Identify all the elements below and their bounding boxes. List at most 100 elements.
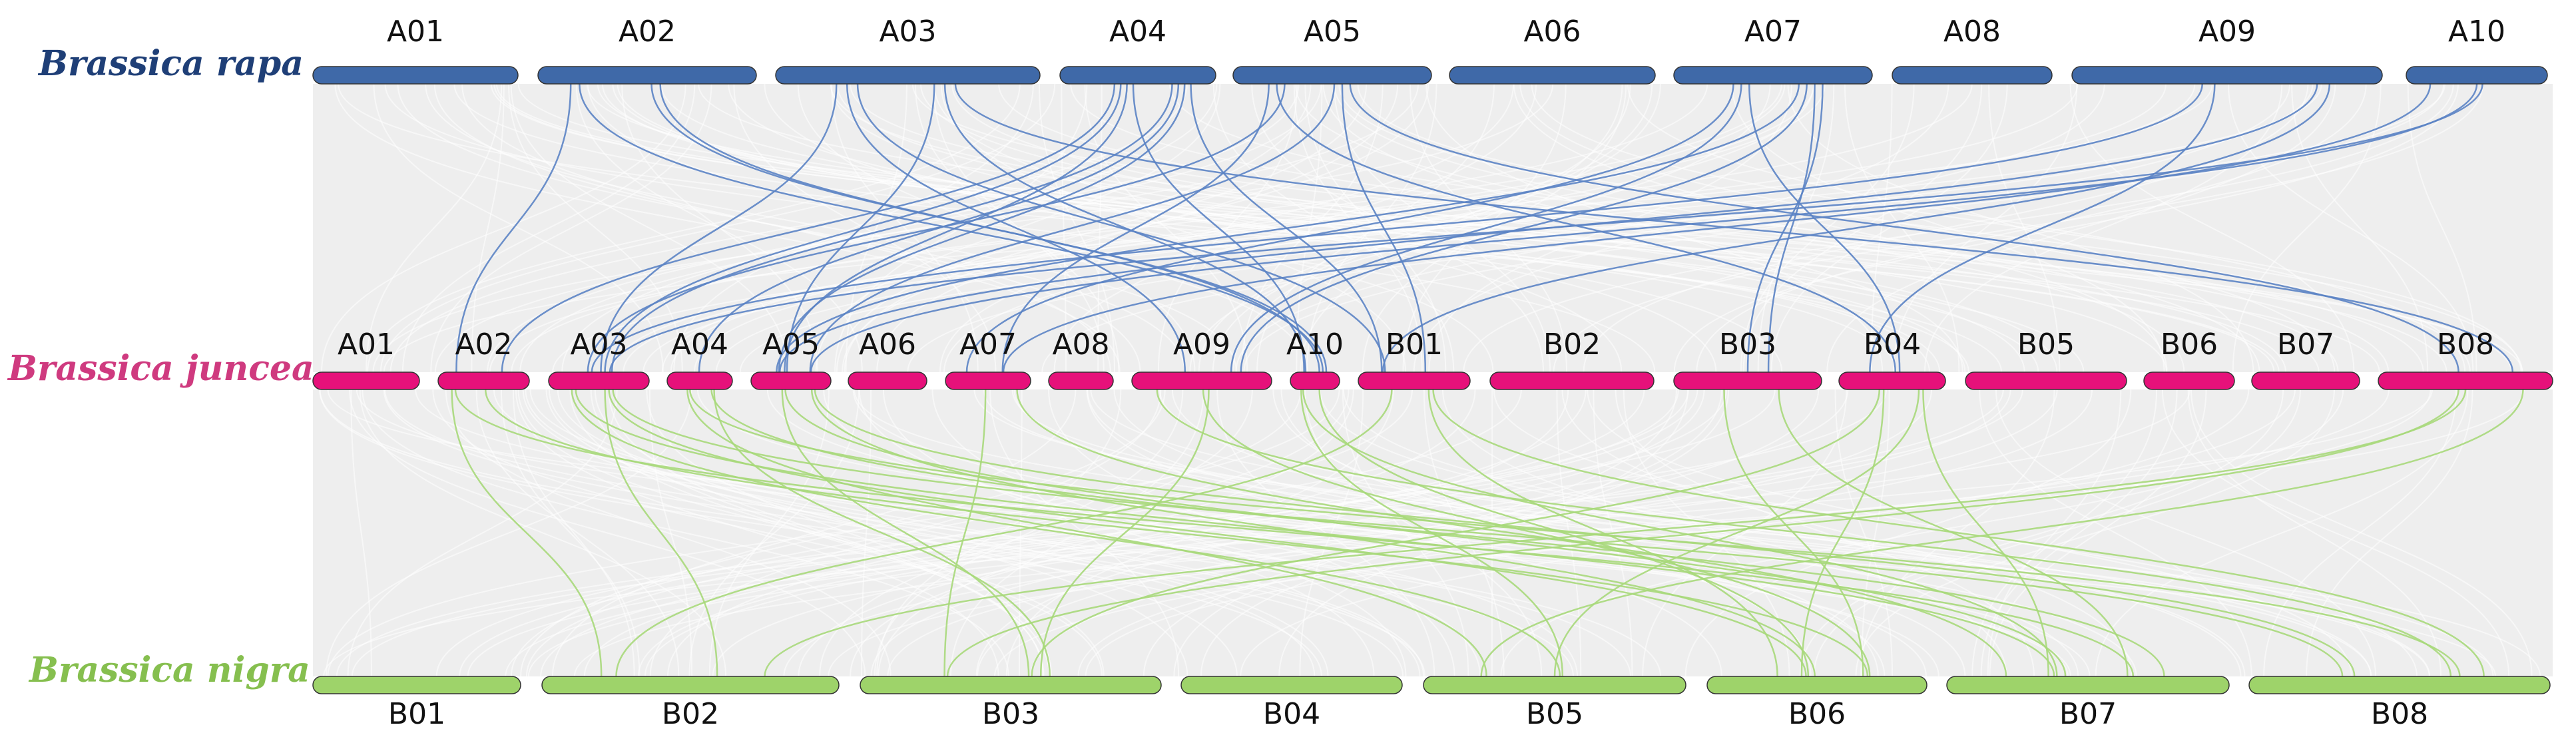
background-link [852, 389, 1927, 677]
link-juncea-nigra-32 [1922, 389, 2049, 677]
background-link [1200, 389, 1730, 677]
link-rapa-juncea-23 [587, 83, 1286, 373]
link-juncea-nigra-26 [1432, 389, 2485, 677]
juncea-nigra-links [451, 389, 2524, 677]
background-link [520, 389, 1166, 677]
background-link [1357, 83, 2523, 373]
background-link [783, 389, 2011, 677]
background-link [608, 389, 1044, 677]
background-link [1293, 83, 1423, 373]
background-link [1561, 389, 2133, 677]
background-link [510, 83, 789, 373]
link-juncea-nigra-25 [615, 389, 1393, 677]
background-link [527, 389, 2190, 677]
background-link [475, 389, 680, 677]
label-nigra-b01: B01 [388, 697, 445, 731]
label-juncea-b06: B06 [2161, 328, 2218, 362]
background-link [453, 83, 1969, 373]
link-juncea-nigra-30 [1553, 389, 1920, 677]
chromosome-rapa-a05 [1232, 66, 1432, 85]
background-link [874, 389, 1184, 677]
background-link [319, 389, 1404, 677]
link-juncea-nigra-21 [1300, 389, 1564, 677]
background-link [1861, 389, 1890, 677]
link-rapa-juncea-15 [778, 83, 1186, 373]
background-link [1299, 389, 1364, 677]
chromosome-rapa-a04 [1059, 66, 1216, 85]
chromosome-juncea-b05 [1965, 372, 2127, 390]
chromosome-nigra-b07 [1946, 676, 2230, 694]
label-juncea-a03: A03 [570, 328, 627, 362]
background-link [1553, 83, 2483, 373]
chromosome-juncea-b07 [2251, 372, 2360, 390]
chromosome-rapa-a08 [1892, 66, 2053, 85]
label-juncea-b02: B02 [1543, 328, 1601, 362]
chromosome-juncea-a05 [750, 372, 832, 390]
link-juncea-nigra-18 [1202, 389, 1871, 677]
link-rapa-juncea-28 [1767, 83, 1816, 373]
background-link [933, 83, 1623, 373]
link-juncea-nigra-8 [686, 389, 1487, 677]
background-link [1198, 83, 1653, 373]
chromosome-juncea-a07 [945, 372, 1031, 390]
background-link [323, 389, 2433, 677]
chromosome-juncea-a06 [848, 372, 927, 390]
background-link [1519, 83, 2336, 373]
label-rapa-a08: A08 [1943, 15, 2001, 49]
label-juncea-a05: A05 [762, 328, 820, 362]
link-juncea-nigra-11 [713, 389, 1051, 677]
link-juncea-nigra-16 [943, 389, 987, 677]
link-rapa-juncea-25 [965, 83, 1734, 373]
background-link [1463, 83, 2454, 373]
link-rapa-juncea-36 [1002, 83, 2432, 373]
background-link [764, 83, 1494, 373]
label-juncea-a04: A04 [671, 328, 728, 362]
label-juncea-a10: A10 [1286, 328, 1344, 362]
background-link [1319, 389, 2242, 677]
link-juncea-nigra-5 [608, 389, 1807, 677]
background-link [939, 83, 1515, 373]
label-juncea-b04: B04 [1864, 328, 1921, 362]
link-rapa-juncea-26 [1240, 83, 1808, 373]
link-juncea-nigra-31 [1800, 389, 1885, 677]
background-link [1834, 389, 1894, 677]
link-rapa-juncea-7 [943, 83, 1307, 373]
background-link [661, 83, 1786, 373]
species-label-juncea: Brassica juncea [7, 348, 314, 389]
label-rapa-a05: A05 [1304, 15, 1361, 49]
link-rapa-juncea-35 [810, 83, 2478, 373]
background-link [854, 389, 2430, 677]
chromosome-juncea-b08 [2378, 372, 2553, 390]
background-link [1413, 83, 1949, 373]
background-link [1770, 83, 2008, 373]
background-link [1979, 389, 2252, 677]
link-juncea-nigra-13 [810, 389, 1816, 677]
label-rapa-a02: A02 [619, 15, 676, 49]
background-link [797, 83, 1196, 373]
label-juncea-a09: A09 [1173, 328, 1230, 362]
background-link [850, 389, 1476, 677]
background-link [1235, 83, 2105, 373]
background-link [2069, 83, 2355, 373]
background-link [2232, 83, 2382, 373]
label-rapa-a03: A03 [879, 15, 936, 49]
background-link [525, 389, 1421, 677]
background-link [505, 389, 2023, 677]
label-nigra-b05: B05 [1526, 697, 1583, 731]
link-juncea-nigra-0 [451, 389, 603, 677]
link-rapa-juncea-34 [1382, 83, 2331, 373]
link-juncea-nigra-35 [764, 389, 2467, 677]
link-rapa-juncea-22 [1349, 83, 2459, 373]
background-link [327, 389, 2496, 677]
background-link [583, 389, 1679, 677]
background-link [637, 389, 1645, 677]
link-rapa-juncea-3 [659, 83, 1320, 373]
background-link [1212, 83, 1455, 373]
label-nigra-b03: B03 [982, 697, 1039, 731]
background-link [1684, 389, 2132, 677]
background-link [2306, 389, 2473, 677]
label-juncea-b08: B08 [2437, 328, 2494, 362]
link-juncea-nigra-19 [1156, 389, 2452, 677]
background-link [490, 83, 2280, 373]
